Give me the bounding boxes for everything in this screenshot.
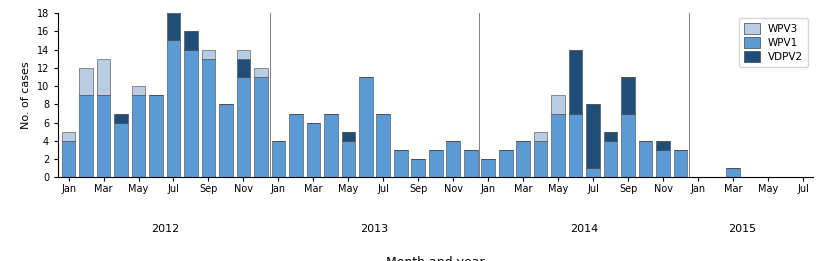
Y-axis label: No. of cases: No. of cases	[21, 61, 32, 129]
Bar	[167, 13, 180, 40]
Bar	[97, 59, 110, 95]
Bar	[551, 95, 565, 114]
Text: 2014: 2014	[570, 223, 598, 234]
Text: 2012: 2012	[150, 223, 179, 234]
Bar	[202, 59, 215, 177]
Bar	[586, 168, 600, 177]
Bar	[132, 86, 145, 95]
Bar	[464, 150, 477, 177]
Bar	[132, 95, 145, 177]
Bar	[377, 114, 390, 177]
Bar	[534, 141, 548, 177]
Bar	[516, 141, 530, 177]
Bar	[551, 114, 565, 177]
Bar	[341, 132, 355, 141]
Bar	[657, 141, 670, 150]
Bar	[674, 150, 687, 177]
Bar	[306, 123, 320, 177]
Bar	[726, 168, 740, 177]
Bar	[97, 95, 110, 177]
Bar	[481, 159, 495, 177]
Bar	[359, 77, 373, 177]
Bar	[499, 150, 512, 177]
Bar	[167, 0, 180, 13]
Bar	[271, 141, 286, 177]
Bar	[394, 150, 408, 177]
Bar	[603, 141, 618, 177]
Bar	[237, 50, 251, 59]
Bar	[115, 123, 128, 177]
Bar	[115, 114, 128, 123]
Bar	[412, 159, 425, 177]
Text: 2013: 2013	[360, 223, 388, 234]
Bar	[149, 95, 163, 177]
Bar	[569, 114, 583, 177]
Bar	[237, 59, 251, 77]
Bar	[202, 50, 215, 59]
Text: Month and year: Month and year	[387, 256, 485, 261]
Bar	[79, 95, 93, 177]
Bar	[184, 31, 198, 50]
Bar	[569, 50, 583, 114]
Bar	[621, 114, 635, 177]
Bar	[657, 150, 670, 177]
Bar	[341, 141, 355, 177]
Bar	[184, 50, 198, 177]
Bar	[61, 141, 76, 177]
Legend: WPV3, WPV1, VDPV2: WPV3, WPV1, VDPV2	[739, 18, 808, 68]
Bar	[219, 104, 232, 177]
Bar	[603, 132, 618, 141]
Bar	[447, 141, 460, 177]
Bar	[429, 150, 442, 177]
Bar	[639, 141, 652, 177]
Bar	[254, 68, 268, 77]
Bar	[79, 68, 93, 95]
Bar	[254, 77, 268, 177]
Bar	[289, 114, 303, 177]
Bar	[621, 77, 635, 114]
Bar	[167, 40, 180, 177]
Text: 2015: 2015	[728, 223, 756, 234]
Bar	[324, 114, 338, 177]
Bar	[586, 104, 600, 168]
Bar	[237, 77, 251, 177]
Bar	[534, 132, 548, 141]
Bar	[61, 132, 76, 141]
